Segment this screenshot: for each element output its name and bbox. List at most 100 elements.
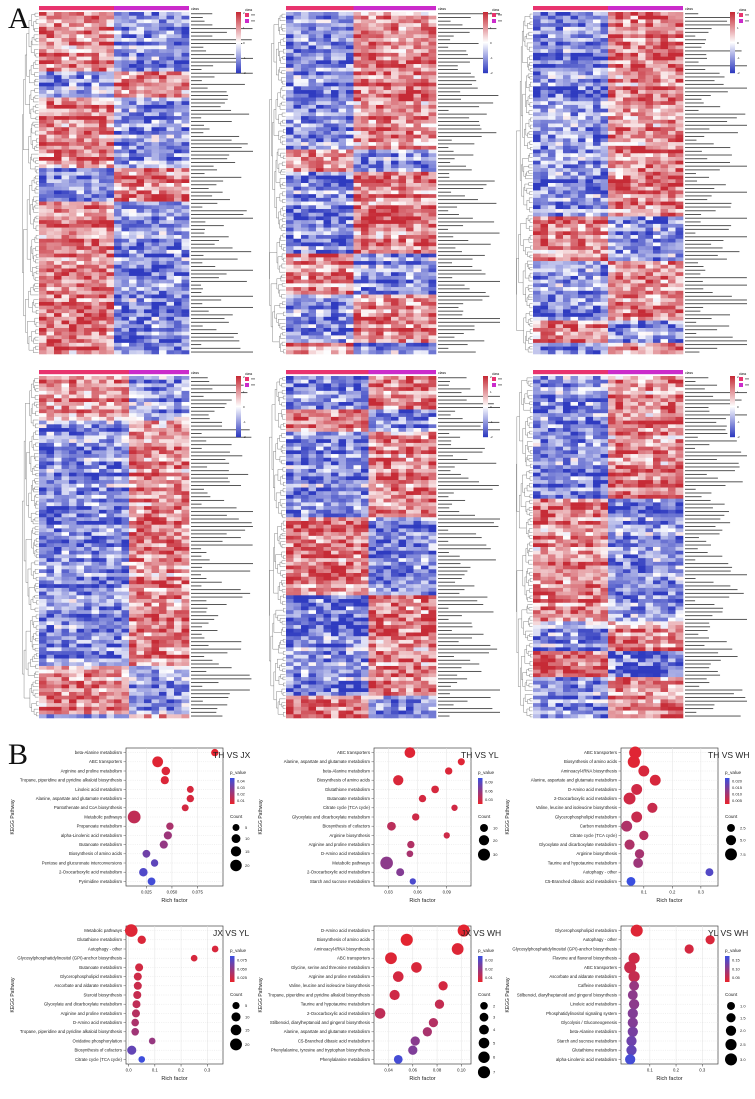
bubble-th-vs-wh: ABC transporters Biosynthesis of amino ac… [505, 746, 749, 904]
count-legend-circle [477, 1066, 491, 1079]
data-point [428, 1017, 439, 1028]
pathway-label: Glycerophospholipid metabolism [555, 814, 618, 819]
data-point [133, 972, 142, 981]
pathway-label: Biosynthesis of amino acids [317, 937, 370, 942]
data-point [457, 758, 465, 766]
count-legend-circle [230, 1024, 242, 1036]
count-legend-circle [724, 1053, 738, 1066]
data-point [434, 999, 445, 1009]
pathway-label: Biosynthesis of cofactors [74, 1048, 122, 1053]
count-legend-label: 2.0 [740, 1028, 746, 1033]
p-value-gradient-bar [478, 778, 483, 804]
count-legend-label: 30 [493, 852, 498, 857]
data-point [451, 943, 464, 955]
data-point [627, 1017, 638, 1028]
p-value-tick-label: 0.050 [237, 966, 248, 971]
count-legend-title: Count [230, 814, 243, 819]
data-point [628, 971, 640, 983]
count-legend-circle [478, 835, 490, 846]
x-tick-label: 0.09 [443, 890, 452, 895]
x-axis-title: Rich factor [409, 1076, 435, 1082]
p-value-tick-label: 0.04 [237, 779, 246, 784]
count-legend-label: 20 [245, 863, 250, 868]
pathway-label: Taurine and hypotaurine metabolism [301, 1002, 371, 1007]
p-value-tick-label: 0.05 [732, 975, 741, 980]
data-point [138, 1056, 146, 1063]
pathway-label: Phosphatidylinositol signaling system [546, 1011, 617, 1016]
pathway-label: ABC transporters [89, 759, 122, 764]
pathway-label: Phenylalanine, tyrosine and tryptophan b… [271, 1048, 370, 1053]
pathway-label: Glutathione metabolism [572, 1048, 618, 1053]
count-legend-title: Count [725, 992, 738, 997]
heatmap-canvas-5 [269, 368, 502, 728]
pathway-label: Biosynthesis of amino acids [69, 851, 122, 856]
pathway-label: Pyrimidine metabolism [79, 879, 123, 884]
data-point [647, 802, 658, 813]
count-legend-label: 7.5 [740, 852, 746, 857]
data-point [412, 813, 420, 821]
pathway-label: Stilbenoid, diarylheptanoid and gingerol… [517, 992, 617, 997]
pathway-label: Glycine, serine and threonine metabolism [291, 965, 370, 970]
p-value-gradient-bar [478, 956, 483, 982]
pathway-label: Alanine, aspartate and glutamate metabol… [284, 1029, 371, 1034]
count-legend-circle [478, 1051, 490, 1063]
bubble-jx-vs-wh: D-Amino acid metabolism Biosynthesis of a… [258, 924, 501, 1082]
pathway-label: Tropane, piperidine and pyridine alkaloi… [20, 778, 122, 783]
count-legend-label: 3 [493, 1015, 496, 1020]
pathway-label: C5-Branched dibasic acid metabolism [545, 879, 618, 884]
x-tick-label: 0.10 [457, 1068, 466, 1073]
pathway-label: Glycosylphosphatidylinositol (GPI)-ancho… [512, 946, 617, 951]
count-legend-label: 2.5 [740, 825, 746, 830]
pathway-label: Propanoate metabolism [77, 824, 123, 829]
count-legend-title: Count [478, 814, 491, 819]
pathway-label: Starch and sucrose metabolism [557, 1038, 618, 1043]
pathway-label: alpha-Linolenic acid metabolism [61, 833, 123, 838]
pathway-label: Metabolic pathways [84, 928, 122, 933]
p-value-tick-label: 0.02 [237, 792, 246, 797]
y-axis-title: KEGG Pathway [258, 977, 264, 1013]
pathway-label: Glutathione metabolism [325, 787, 371, 792]
data-point [624, 839, 635, 850]
pathway-label: Glyoxylate and dicarboxylate metabolism [292, 814, 371, 819]
pathway-label: Autophagy - other [88, 946, 123, 951]
count-legend-circle [725, 835, 737, 846]
p-value-tick-label: 0.025 [237, 975, 248, 980]
x-tick-label: 0.04 [384, 1068, 393, 1073]
data-point [160, 776, 169, 785]
heatmap-slot-6 [516, 368, 749, 728]
data-point [627, 1026, 638, 1037]
pathway-label: Alanine, aspartate and glutamate metabol… [36, 796, 123, 801]
count-legend-circle [479, 1012, 489, 1022]
bubble-plot-slot-2: ABC transporters Alanine, aspartate and g… [256, 740, 502, 918]
pathway-label: Flavone and flavonol biosynthesis [553, 956, 618, 961]
data-point [190, 954, 198, 962]
pathway-label: Glycolysis / Gluconeogenesis [561, 1020, 617, 1025]
pathway-label: Arginine and proline metabolism [61, 1011, 123, 1016]
data-point [445, 767, 453, 775]
p-value-tick-label: 0.020 [732, 779, 743, 784]
data-point [638, 765, 650, 777]
data-point [380, 856, 393, 870]
data-point [630, 924, 643, 937]
data-point [422, 1027, 432, 1037]
count-legend-circle [232, 1002, 240, 1010]
data-point [400, 933, 413, 946]
p-value-tick-label: 0.03 [237, 785, 246, 790]
count-legend-label: 1.5 [740, 1015, 746, 1020]
data-point [629, 980, 640, 991]
data-point [705, 868, 714, 877]
count-legend-circle [230, 859, 242, 872]
pathway-label: Metabolic pathways [332, 860, 370, 865]
pathway-label: Arginine and proline metabolism [61, 768, 123, 773]
data-point [418, 794, 427, 803]
panel-b-label: B [8, 738, 29, 771]
data-point [186, 785, 194, 793]
pathway-label: D-Amino acid metabolism [321, 928, 370, 933]
comparison-title: YL VS WH [708, 928, 748, 938]
x-tick-label: 0.3 [204, 1068, 211, 1073]
pathway-label: Glutathione metabolism [77, 937, 123, 942]
p-value-tick-label: 0.03 [485, 958, 494, 963]
heatmap-canvas-4 [22, 368, 255, 728]
data-point [628, 999, 640, 1010]
data-point [159, 840, 168, 849]
